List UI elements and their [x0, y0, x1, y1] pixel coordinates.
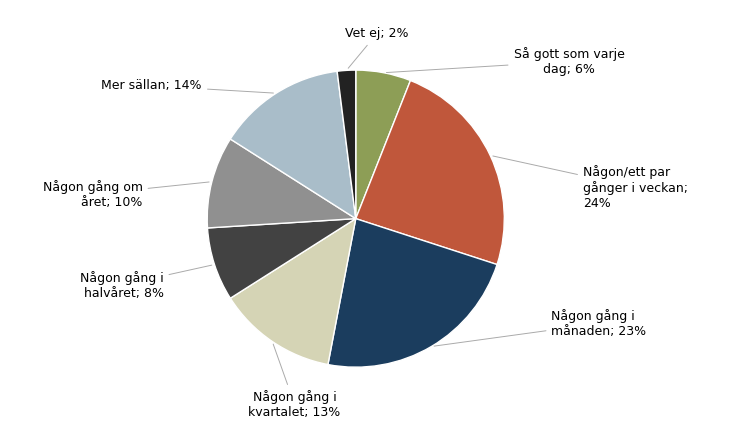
Text: Så gott som varje
dag; 6%: Så gott som varje dag; 6% [386, 47, 625, 76]
Wedge shape [337, 70, 356, 219]
Wedge shape [328, 219, 497, 367]
Text: Någon gång i
kvartalet; 13%: Någon gång i kvartalet; 13% [249, 344, 340, 419]
Text: Någon gång i
månaden; 23%: Någon gång i månaden; 23% [434, 309, 647, 346]
Text: Vet ej; 2%: Vet ej; 2% [345, 27, 408, 68]
Text: Någon gång om
året; 10%: Någon gång om året; 10% [42, 180, 209, 209]
Wedge shape [356, 70, 410, 219]
Wedge shape [208, 219, 356, 298]
Wedge shape [230, 71, 356, 219]
Wedge shape [207, 139, 356, 228]
Text: Någon/ett par
gånger i veckan;
24%: Någon/ett par gånger i veckan; 24% [493, 156, 688, 210]
Wedge shape [230, 219, 356, 364]
Text: Någon gång i
halvåret; 8%: Någon gång i halvåret; 8% [79, 265, 212, 300]
Text: Mer sällan; 14%: Mer sällan; 14% [101, 79, 273, 93]
Wedge shape [356, 81, 504, 264]
